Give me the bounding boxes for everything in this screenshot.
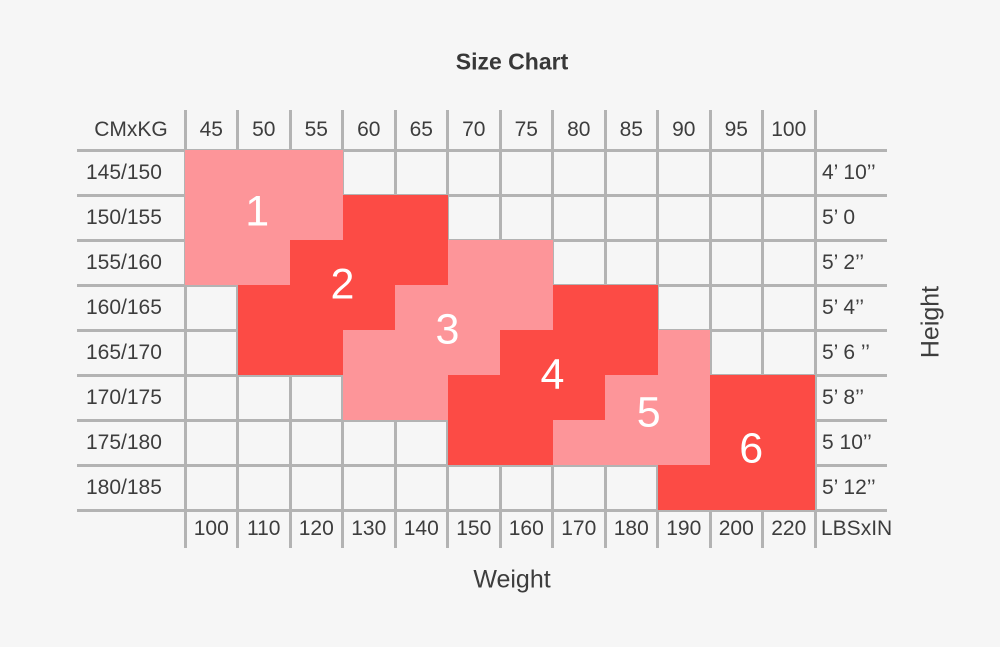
- size-zone-5-label: 5: [636, 388, 661, 436]
- lbs-footer-cell: 200: [718, 517, 754, 540]
- kg-header-cell: 80: [567, 118, 591, 141]
- lbs-footer-cell: 190: [666, 517, 702, 540]
- corner-label-lbsxin: LBSxIN: [821, 517, 893, 540]
- grid-line-h: [77, 193, 887, 197]
- cm-row-label: 170/175: [86, 386, 162, 409]
- y-axis-label-height: Height: [916, 285, 945, 359]
- size-zone-6-label: 6: [739, 424, 764, 473]
- size-zone-1-segment: [185, 240, 290, 285]
- in-row-label: 5’ 4’’: [822, 296, 865, 319]
- kg-header-cell: 45: [199, 118, 223, 141]
- lbs-footer-cell: 220: [771, 517, 807, 540]
- kg-header-cell: 55: [304, 118, 328, 141]
- cm-row-label: 145/150: [86, 161, 162, 184]
- grid-line-h: [77, 148, 887, 152]
- lbs-footer-cell: 120: [298, 517, 334, 540]
- lbs-footer-cell: 180: [613, 517, 649, 540]
- size-zone-6-segment: [710, 375, 815, 420]
- grid-line-h: [77, 463, 887, 467]
- cm-row-label: 155/160: [86, 251, 162, 274]
- kg-header-cell: 90: [672, 118, 696, 141]
- in-row-label: 5’ 6 ’’: [822, 341, 870, 364]
- size-zone-3-segment: [342, 375, 448, 420]
- in-row-label: 4’ 10’’: [822, 161, 876, 184]
- size-zone-2-segment: [342, 195, 448, 240]
- kg-header-cell: 75: [514, 118, 538, 141]
- lbs-footer-cell: 150: [456, 517, 492, 540]
- cm-row-label: 180/185: [86, 476, 162, 499]
- size-zone-5-segment: [605, 375, 710, 420]
- size-zone-4-label: 4: [540, 350, 565, 399]
- corner-label-cmxkg: CMxKG: [94, 118, 168, 141]
- size-zone-6-segment: [710, 420, 815, 465]
- kg-header-cell: 85: [619, 118, 643, 141]
- kg-header-cell: 100: [771, 118, 807, 141]
- lbs-footer-cell: 130: [351, 517, 387, 540]
- size-zone-2-segment: [290, 240, 448, 285]
- in-row-label: 5’ 0: [822, 206, 856, 229]
- cm-row-label: 150/155: [86, 206, 162, 229]
- kg-header-cell: 70: [462, 118, 486, 141]
- size-zone-5-segment: [552, 420, 710, 465]
- kg-header-cell: 60: [357, 118, 381, 141]
- lbs-footer-cell: 170: [561, 517, 597, 540]
- in-row-label: 5’ 8’’: [822, 386, 865, 409]
- size-zone-1-segment: [185, 150, 343, 195]
- size-zone-6-segment: [657, 465, 815, 510]
- size-zone-4-segment: [447, 420, 553, 465]
- size-zone-3-segment: [447, 240, 553, 285]
- size-zone-2-segment: [237, 285, 395, 330]
- lbs-footer-cell: 160: [508, 517, 544, 540]
- cm-row-label: 160/165: [86, 296, 162, 319]
- lbs-footer-cell: 100: [193, 517, 229, 540]
- x-axis-label-weight: Weight: [473, 565, 551, 594]
- size-zone-3-segment: [342, 330, 500, 375]
- grid-line-h: [77, 508, 887, 512]
- kg-header-cell: 65: [409, 118, 433, 141]
- in-row-label: 5’ 2’’: [822, 251, 865, 274]
- in-row-label: 5’ 12’’: [822, 476, 876, 499]
- size-zone-5-segment: [657, 330, 710, 375]
- size-zone-3-label: 3: [435, 305, 460, 354]
- size-zone-2-label: 2: [330, 260, 355, 309]
- cm-row-label: 175/180: [86, 431, 162, 454]
- chart-title: Size Chart: [455, 48, 569, 75]
- size-zone-4-segment: [447, 375, 605, 420]
- size-zone-4-segment: [552, 285, 658, 330]
- lbs-footer-cell: 140: [403, 517, 439, 540]
- size-zone-1-label: 1: [245, 187, 270, 236]
- cm-row-label: 165/170: [86, 341, 162, 364]
- lbs-footer-cell: 110: [247, 517, 281, 540]
- size-zone-3-segment: [395, 285, 553, 330]
- size-zone-2-segment: [237, 330, 343, 375]
- size-zone-4-segment: [500, 330, 658, 375]
- kg-header-cell: 50: [252, 118, 276, 141]
- size-zone-1-segment: [185, 195, 343, 240]
- in-row-label: 5 10’’: [822, 431, 872, 454]
- kg-header-cell: 95: [724, 118, 748, 141]
